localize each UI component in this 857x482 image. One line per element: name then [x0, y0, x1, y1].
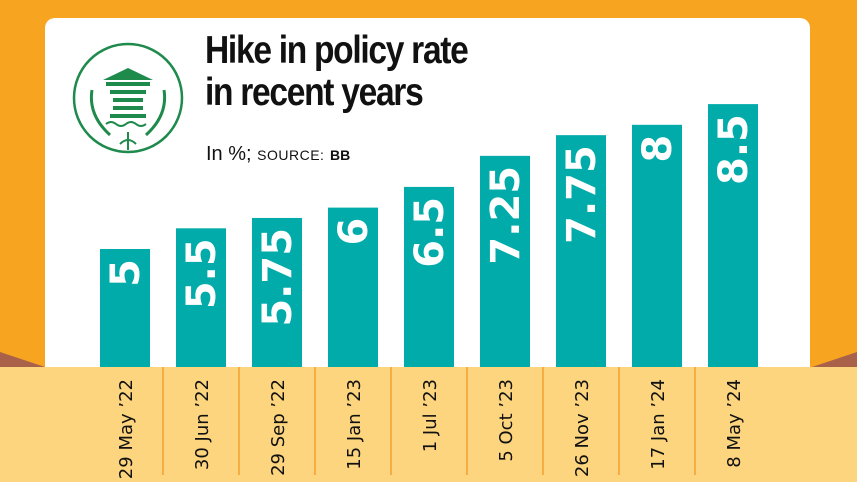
bar: [252, 217, 302, 367]
x-tick-label: 8 May ’24: [724, 379, 745, 468]
title-line-2: in recent years: [205, 71, 424, 114]
chart-title: Hike in policy rate in recent years: [205, 29, 469, 114]
chart-subtitle: In %; SOURCE: BB: [206, 143, 350, 166]
x-tick-label: 5 Oct ’23: [496, 379, 517, 462]
x-tick-label: 30 Jun ’22: [192, 379, 213, 470]
bangladesh-bank-logo: [72, 42, 184, 154]
date-label-band: [0, 367, 857, 482]
bar: [328, 207, 378, 367]
bar: [480, 155, 530, 367]
bar-value-label: 5.75: [255, 228, 301, 327]
source-value: BB: [330, 147, 351, 163]
bar-value-label: 8: [635, 135, 681, 163]
x-tick-label: 15 Jan ’23: [344, 379, 365, 470]
decorative-triangle-left: [0, 352, 45, 367]
bar: [556, 135, 606, 367]
title-line-1: Hike in policy rate: [205, 29, 469, 72]
bar-value-label: 5: [103, 259, 149, 287]
bar-value-label: 7.25: [483, 166, 529, 265]
decorative-triangle-right: [812, 352, 857, 367]
x-tick-label: 26 Nov ’23: [572, 379, 593, 477]
bar: [632, 124, 682, 367]
bar: [100, 249, 150, 367]
source-label: SOURCE:: [257, 147, 325, 163]
bar-value-label: 5.5: [179, 238, 225, 309]
x-tick-label: 17 Jan ’24: [648, 379, 669, 470]
bar: [404, 186, 454, 367]
bar-value-label: 6.5: [407, 197, 453, 268]
bar-value-label: 6: [331, 218, 377, 246]
x-tick-label: 29 May ’22: [116, 379, 137, 479]
bar: [176, 228, 226, 367]
bar: [708, 104, 758, 368]
bar-value-label: 7.75: [559, 145, 605, 244]
unit-label: In %;: [206, 143, 252, 165]
x-tick-label: 29 Sep ’22: [268, 379, 289, 476]
bar-value-label: 8.5: [711, 114, 757, 185]
x-tick-label: 1 Jul ’23: [420, 379, 441, 452]
